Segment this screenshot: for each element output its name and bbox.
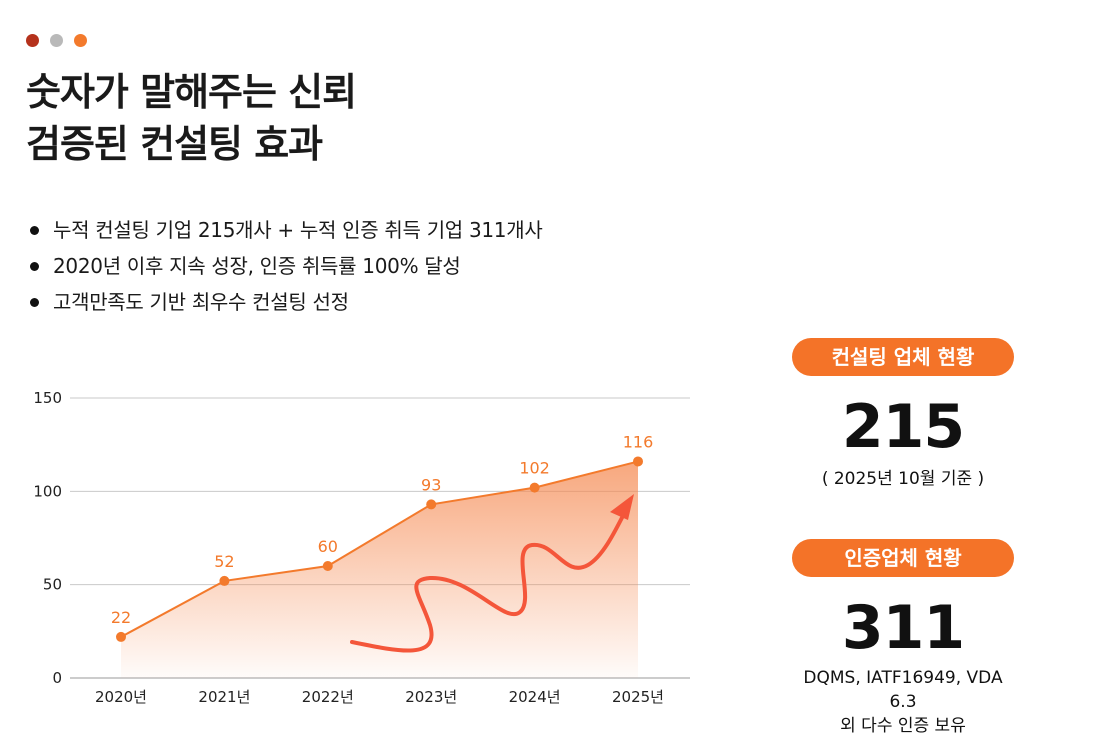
title-line-1: 숫자가 말해주는 신뢰 — [26, 70, 357, 114]
y-tick-label: 100 — [33, 482, 62, 500]
y-tick-label: 50 — [43, 576, 62, 594]
data-point — [116, 631, 126, 642]
consulting-pill: 컨설팅 업체 현황 — [792, 338, 1014, 376]
bullet-dot-icon — [30, 261, 39, 271]
data-point — [426, 499, 437, 510]
consulting-stat: 컨설팅 업체 현황 215 ( 2025년 10월 기준 ) — [788, 338, 1018, 491]
dot-gray — [50, 34, 63, 47]
dot-red — [26, 34, 39, 47]
bullet-list: 누적 컨설팅 기업 215개사 + 누적 인증 취득 기업 311개사 2020… — [30, 212, 543, 320]
data-label: 116 — [623, 432, 654, 451]
x-tick-label: 2023년 — [405, 688, 457, 706]
bullet-item: 누적 컨설팅 기업 215개사 + 누적 인증 취득 기업 311개사 — [30, 212, 543, 248]
x-tick-label: 2025년 — [612, 688, 664, 706]
certification-note-1: DQMS, IATF16949, VDA 6.3 — [803, 668, 1003, 712]
data-point — [219, 575, 230, 586]
bullet-text: 고객만족도 기반 최우수 컨설팅 선정 — [53, 290, 349, 314]
page-title: 숫자가 말해주는 신뢰 검증된 컨설팅 효과 — [26, 66, 357, 170]
area-fill — [121, 461, 638, 678]
dot-orange — [74, 34, 87, 47]
bullet-item: 고객만족도 기반 최우수 컨설팅 선정 — [30, 284, 542, 320]
data-point — [529, 482, 540, 493]
arrow-head-icon — [610, 494, 634, 520]
x-tick-label: 2024년 — [509, 688, 561, 706]
certification-pill: 인증업체 현황 — [792, 539, 1014, 577]
bullet-text: 2020년 이후 지속 성장, 인증 취득률 100% 달성 — [53, 254, 461, 278]
x-tick-label: 2022년 — [302, 688, 354, 706]
x-tick-label: 2020년 — [95, 688, 147, 706]
x-tick-label: 2021년 — [198, 688, 250, 706]
data-label: 22 — [111, 608, 131, 627]
bullet-item: 2020년 이후 지속 성장, 인증 취득률 100% 달성 — [30, 248, 542, 284]
bullet-dot-icon — [30, 297, 39, 307]
y-tick-label: 0 — [52, 669, 62, 687]
consulting-count: 215 — [841, 392, 965, 462]
y-tick-label: 150 — [33, 389, 62, 407]
consulting-note: ( 2025년 10월 기준 ) — [821, 469, 985, 489]
certification-stat: 인증업체 현황 311 DQMS, IATF16949, VDA 6.3 외 다… — [788, 539, 1018, 738]
bullet-text: 누적 컨설팅 기업 215개사 + 누적 인증 취득 기업 311개사 — [53, 218, 543, 242]
data-point — [322, 561, 333, 571]
data-label: 102 — [519, 459, 550, 478]
squiggle-arrow-icon — [350, 500, 632, 653]
data-point — [633, 456, 643, 467]
certification-count: 311 — [841, 593, 965, 663]
bullet-dot-icon — [30, 225, 39, 235]
title-line-2: 검증된 컨설팅 효과 — [26, 122, 323, 166]
certification-note-2: 외 다수 인증 보유 — [840, 716, 966, 736]
window-dots — [26, 34, 87, 47]
data-label: 52 — [214, 552, 234, 571]
data-label: 60 — [318, 537, 338, 556]
series-line — [120, 460, 639, 638]
data-label: 93 — [421, 475, 441, 494]
